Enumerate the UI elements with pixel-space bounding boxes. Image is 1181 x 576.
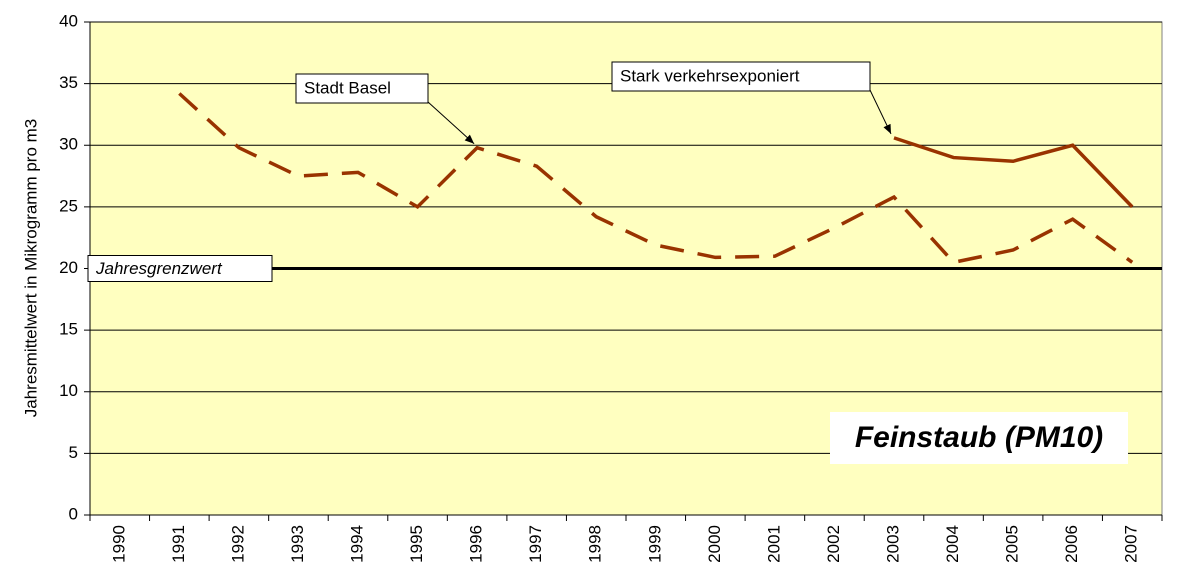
x-tick-label: 2007	[1122, 525, 1141, 563]
threshold-label: Jahresgrenzwert	[95, 259, 223, 278]
series-line	[893, 136, 1134, 209]
x-tick-label: 1990	[109, 525, 128, 563]
x-tick-label: 2005	[1003, 525, 1022, 563]
x-tick-label: 1993	[288, 525, 307, 563]
title-box	[830, 412, 1128, 464]
callout-box	[295, 73, 429, 104]
x-tick-label: 2004	[943, 525, 962, 563]
y-axis-label: Jahresmittelwert in Mikrogramm pro m3	[21, 119, 40, 418]
callout-arrow	[427, 101, 475, 145]
x-tick-label: 1998	[586, 525, 605, 563]
y-tick-label: 20	[59, 258, 78, 277]
callout-box	[611, 61, 871, 92]
series-line	[178, 92, 1134, 265]
y-tick-label: 35	[59, 73, 78, 92]
y-tick-label: 5	[69, 443, 78, 462]
x-tick-label: 1992	[228, 525, 247, 563]
x-tick-label: 1995	[407, 525, 426, 563]
x-tick-label: 2006	[1062, 525, 1081, 563]
y-tick-label: 30	[59, 135, 78, 154]
y-tick-label: 10	[59, 381, 78, 400]
y-tick-label: 25	[59, 196, 78, 215]
x-tick-label: 1999	[645, 525, 664, 563]
y-tick-label: 0	[69, 504, 78, 523]
y-tick-label: 40	[59, 11, 78, 30]
x-tick-label: 1997	[526, 525, 545, 563]
series-label: Stark verkehrsexponiert	[620, 66, 800, 85]
x-tick-label: 2001	[764, 525, 783, 563]
x-tick-label: 2002	[824, 525, 843, 563]
x-tick-label: 2000	[705, 525, 724, 563]
x-tick-label: 1994	[347, 525, 366, 563]
callout-arrowhead	[464, 134, 475, 144]
series-label: Stadt Basel	[304, 78, 391, 97]
x-tick-label: 2003	[883, 525, 902, 563]
x-tick-label: 1996	[467, 525, 486, 563]
threshold-label-box	[87, 255, 273, 282]
y-tick-label: 15	[59, 320, 78, 339]
chart-title: Feinstaub (PM10)	[855, 421, 1103, 454]
callout-arrowhead	[883, 123, 891, 134]
x-tick-label: 1991	[169, 525, 188, 563]
